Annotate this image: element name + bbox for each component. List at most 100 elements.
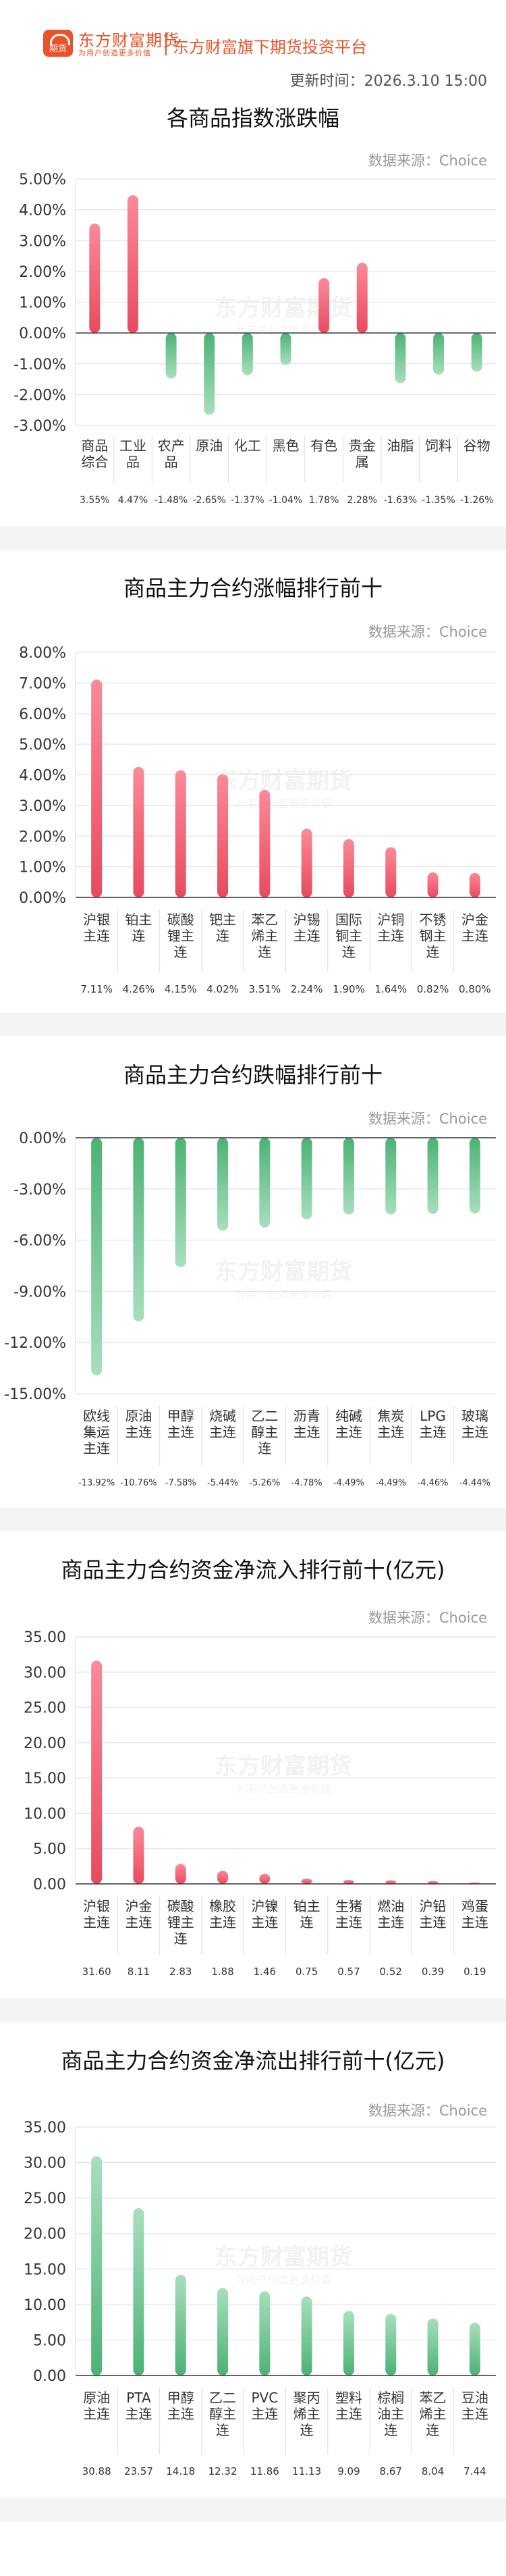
y-tick-label: 15.00 — [24, 2261, 66, 2278]
brand-slogan: 为用户创造更多价值 — [78, 49, 151, 57]
category-label: 钯主 — [209, 912, 236, 928]
y-tick-label: 20.00 — [24, 2226, 66, 2243]
y-tick-label: -9.00% — [13, 1284, 66, 1300]
y-tick-label: 5.00% — [19, 172, 66, 188]
value-label: -7.58% — [165, 1478, 196, 1488]
y-tick-label: 15.00 — [24, 1770, 66, 1787]
category-label: 主连 — [420, 1914, 447, 1930]
brand-divider — [165, 32, 167, 55]
brand-logo-icon: 期货 — [43, 30, 73, 57]
y-tick-label: -3.00% — [13, 418, 66, 435]
bar — [165, 333, 177, 379]
value-label: -4.78% — [291, 1478, 322, 1488]
value-label: 0.39 — [422, 1966, 444, 1978]
category-label: 化工 — [234, 438, 261, 454]
value-label: 9.09 — [337, 2465, 360, 2477]
category-label: 沪金 — [461, 912, 488, 928]
category-label: 主连 — [335, 2406, 362, 2422]
y-tick-label: 0.00% — [19, 890, 66, 907]
bar — [395, 333, 406, 384]
category-label: 沪镍 — [251, 1898, 278, 1914]
bar — [356, 263, 368, 334]
category-label: 主连 — [335, 1914, 362, 1930]
value-label: 31.60 — [82, 1966, 111, 1978]
category-label: 主连 — [377, 1914, 404, 1930]
category-label: 主连 — [377, 1424, 404, 1440]
category-label: 主连 — [167, 2406, 194, 2422]
watermark-name: 东方财富期货 — [215, 1259, 352, 1286]
bar — [433, 333, 445, 375]
category-label: 油主 — [377, 2406, 404, 2422]
chart-source: 数据来源：Choice — [368, 1610, 487, 1626]
category-label: 主连 — [125, 1914, 152, 1930]
value-label: 0.75 — [296, 1966, 318, 1978]
section-separator — [0, 2498, 506, 2521]
y-tick-label: 10.00 — [24, 2297, 66, 2314]
category-label: 主连 — [125, 1424, 152, 1440]
category-label: 鸡蛋 — [461, 1898, 488, 1914]
category-label: 玻璃 — [461, 1408, 488, 1424]
value-label: 0.57 — [337, 1966, 360, 1978]
value-label: 11.13 — [292, 2465, 321, 2477]
category-label: 商品 — [81, 438, 108, 454]
section-separator — [0, 1999, 506, 2022]
bar — [91, 679, 103, 897]
bar — [280, 333, 291, 365]
value-label: -1.48% — [154, 495, 188, 506]
watermark-name: 东方财富期货 — [215, 768, 352, 795]
category-label: 连 — [174, 1930, 188, 1947]
bar — [133, 2208, 144, 2375]
bar — [385, 1880, 397, 1884]
bar — [217, 774, 229, 897]
y-tick-label: 4.00% — [19, 203, 66, 219]
bar — [301, 1878, 312, 1884]
category-label: 烧碱 — [209, 1408, 236, 1424]
bar — [133, 766, 144, 897]
bar — [385, 847, 397, 897]
category-label: 乙二 — [251, 1408, 278, 1424]
category-label: 醇主 — [251, 1424, 278, 1440]
section-separator — [0, 1013, 506, 1036]
category-label: 沥青 — [293, 1408, 320, 1424]
category-label: 醇主 — [209, 2406, 236, 2422]
bar — [204, 333, 215, 415]
y-tick-label: -3.00% — [13, 1182, 66, 1199]
value-label: 12.32 — [208, 2465, 237, 2477]
value-label: 11.86 — [250, 2465, 279, 2477]
category-label: 主连 — [251, 1914, 278, 1930]
category-label: 谷物 — [463, 438, 490, 454]
category-label: 原油 — [125, 1408, 152, 1424]
category-label: 主连 — [83, 2406, 110, 2422]
value-label: 30.88 — [82, 2465, 111, 2477]
category-label: 主连 — [125, 2406, 152, 2422]
category-label: 主连 — [377, 928, 404, 944]
y-tick-label: 1.00% — [19, 860, 66, 876]
category-label: 油脂 — [387, 438, 414, 454]
chart-title: 商品主力合约跌幅排行前十 — [123, 1062, 383, 1088]
category-label: 燃油 — [377, 1898, 404, 1914]
category-label: 沪银 — [83, 1898, 110, 1914]
bar — [175, 1138, 186, 1267]
category-label: 苯乙 — [251, 912, 278, 928]
section-separator — [0, 527, 506, 550]
value-label: -10.76% — [120, 1478, 157, 1488]
category-label: 有色 — [310, 438, 337, 454]
category-label: 主连 — [461, 928, 488, 944]
chart-title: 商品主力合约资金净流出排行前十(亿元) — [61, 2048, 445, 2074]
category-label: 连 — [426, 944, 440, 960]
y-tick-label: 5.00 — [33, 1841, 66, 1858]
category-label: LPG — [420, 1408, 446, 1424]
bar — [343, 1138, 354, 1215]
y-tick-label: 30.00 — [24, 1664, 66, 1681]
bar — [175, 2274, 186, 2375]
value-label: 8.04 — [422, 2465, 444, 2477]
value-label: 23.57 — [124, 2465, 153, 2477]
brand-name: 东方财富期货 — [78, 31, 179, 50]
category-label: PVC — [251, 2390, 278, 2406]
update-time: 更新时间：2026.3.10 15:00 — [289, 73, 487, 90]
category-label: 综合 — [81, 454, 108, 470]
